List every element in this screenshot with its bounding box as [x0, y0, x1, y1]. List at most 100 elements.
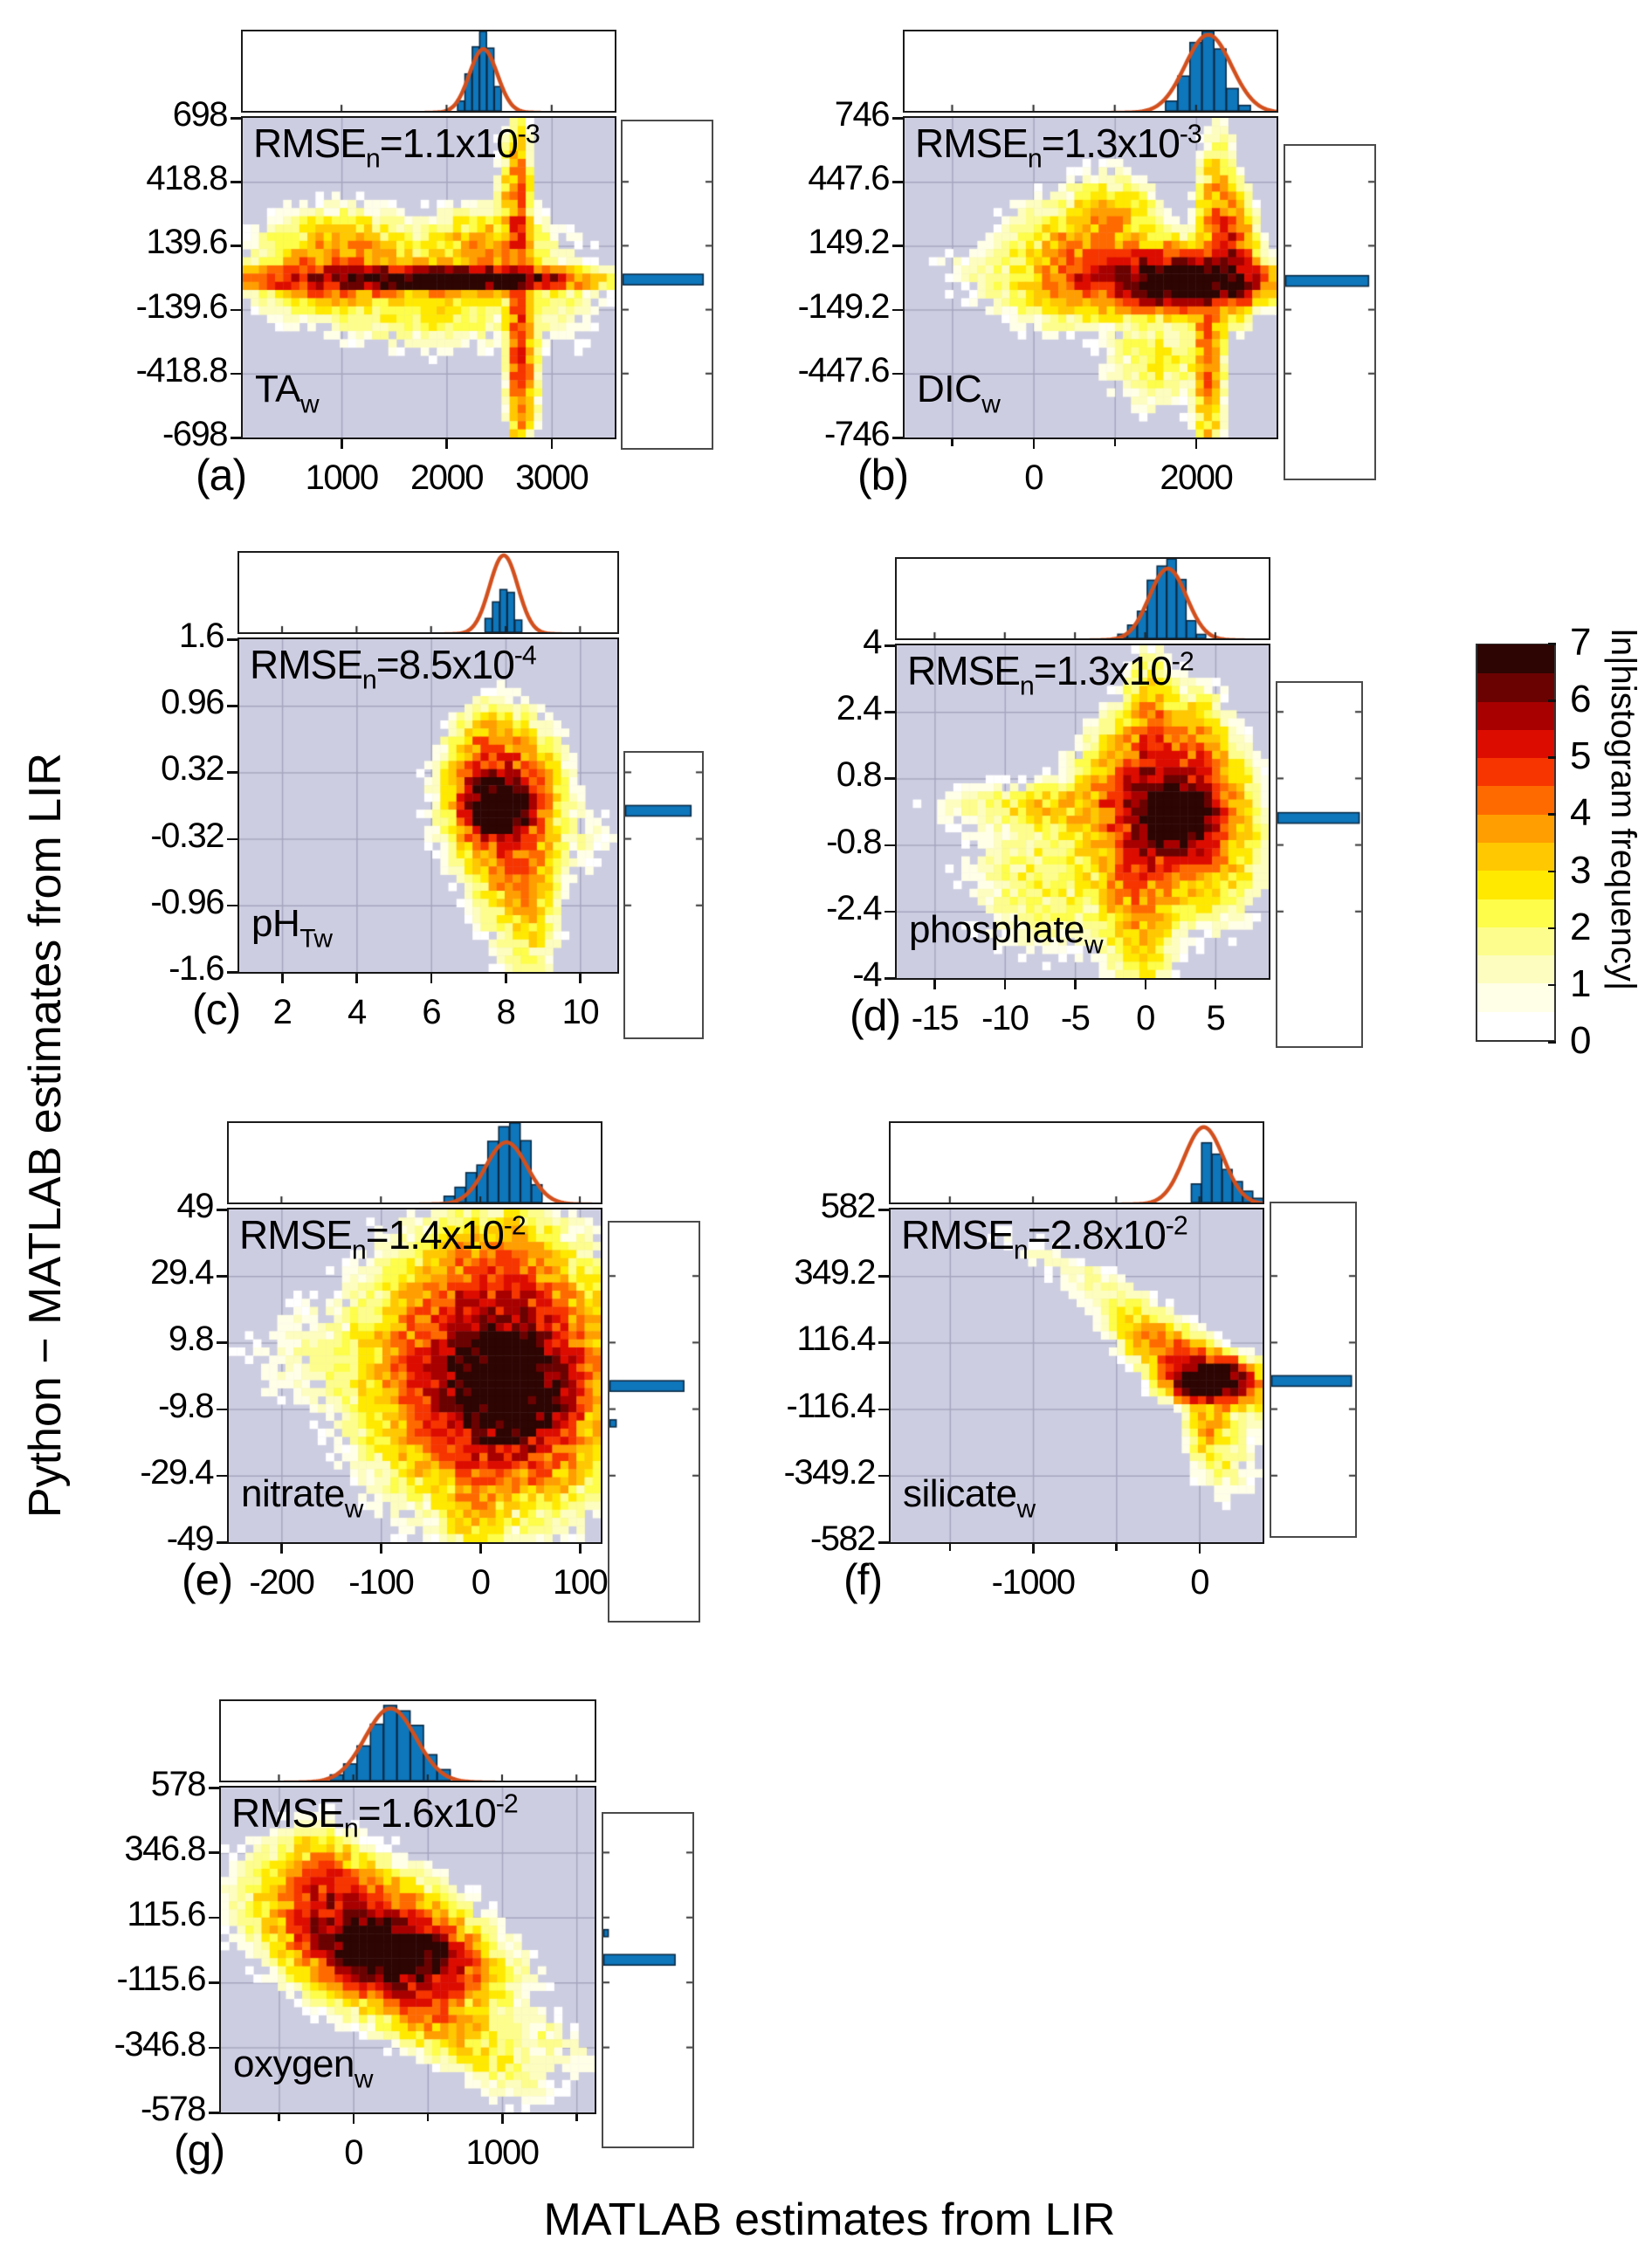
variable-label: DICw — [917, 368, 1001, 420]
x-tick-mark — [505, 974, 507, 983]
x-tick-label: 0 — [1136, 999, 1155, 1037]
variable-name: nitrate — [241, 1472, 345, 1515]
x-tick-label: 1000 — [305, 458, 379, 497]
rmse-annotation: RMSEn=8.5x10-4 — [250, 641, 537, 696]
y-tick-label: -29.4 — [140, 1452, 214, 1492]
y-tick-mark — [227, 971, 237, 974]
colorbar-tick-label: 6 — [1570, 678, 1592, 721]
right-marginal-histogram — [1276, 681, 1363, 1048]
y-tick-label: -139.6 — [135, 286, 229, 326]
rmse-annotation: RMSEn=1.3x10-2 — [907, 647, 1194, 702]
heatmap: RMSEn=8.5x10-4 pHTw — [237, 637, 619, 974]
x-minor-tick-mark — [575, 2114, 578, 2121]
top-histogram-canvas — [905, 31, 1277, 111]
x-tick-label: -10 — [981, 999, 1029, 1037]
y-tick-mark — [217, 1275, 227, 1278]
variable-name: phosphate — [909, 908, 1085, 951]
colorbar-segment — [1477, 700, 1554, 730]
rmse-annotation: RMSEn=1.3x10-3 — [915, 120, 1202, 175]
variable-label: pHTw — [251, 902, 333, 954]
y-tick-mark — [217, 1541, 227, 1544]
variable-subscript: w — [981, 389, 1001, 419]
y-tick-mark — [885, 777, 895, 780]
y-tick-mark — [217, 1341, 227, 1344]
colorbar-tick-mark — [1548, 1041, 1556, 1044]
colorbar-tick-label: 2 — [1570, 905, 1592, 948]
rmse-value: =8.5x10 — [375, 642, 515, 687]
variable-label: phosphatew — [909, 908, 1104, 961]
rmse-exponent: -2 — [495, 1789, 519, 1819]
rmse-value: =1.3x10 — [1041, 121, 1180, 166]
rmse-exponent: -2 — [1171, 647, 1194, 677]
y-tick-label: 0.96 — [161, 683, 224, 722]
rmse-annotation: RMSEn=1.6x10-2 — [231, 1789, 519, 1844]
x-tick-label: 2 — [272, 993, 293, 1031]
x-tick-label: 6 — [422, 993, 441, 1031]
right-marginal-histogram — [608, 1221, 700, 1623]
variable-label: silicatew — [903, 1472, 1036, 1525]
x-tick-label: 8 — [496, 993, 516, 1031]
y-tick-mark — [227, 837, 237, 841]
y-tick-label: -346.8 — [114, 2024, 207, 2064]
variable-subscript: w — [1016, 1494, 1036, 1524]
y-tick-mark — [885, 644, 895, 647]
y-tick-label: 349.2 — [794, 1253, 876, 1292]
rmse-exponent: -3 — [517, 120, 540, 149]
colorbar-tick-label: 1 — [1570, 961, 1592, 1005]
rmse-base: RMSE — [250, 642, 363, 687]
y-tick-label: 149.2 — [808, 223, 890, 262]
colorbar-tick-label: 0 — [1570, 1019, 1592, 1062]
y-tick-mark — [231, 117, 241, 120]
heatmap: RMSEn=1.3x10-2 phosphatew — [895, 644, 1270, 980]
top-marginal-histogram — [889, 1121, 1264, 1204]
rmse-base: RMSE — [253, 121, 367, 166]
x-tick-mark — [1144, 980, 1147, 989]
variable-subscript: w — [299, 389, 320, 419]
y-tick-label: 2.4 — [836, 689, 883, 728]
rmse-annotation: RMSEn=2.8x10-2 — [901, 1211, 1188, 1266]
y-tick-label: 746 — [834, 95, 891, 134]
heatmap-canvas — [905, 118, 1277, 438]
top-marginal-histogram — [219, 1699, 596, 1782]
y-tick-mark — [231, 308, 241, 312]
y-tick-mark — [231, 181, 241, 183]
y-tick-mark — [878, 1541, 889, 1544]
right-histogram-canvas — [609, 1223, 699, 1621]
variable-label: nitratew — [241, 1472, 363, 1525]
y-tick-mark — [217, 1408, 227, 1411]
y-tick-label: 578 — [150, 1765, 207, 1803]
rmse-exponent: -3 — [1179, 120, 1202, 149]
rmse-subscript: n — [1013, 1236, 1029, 1265]
colorbar-segment — [1477, 926, 1554, 956]
colorbar-tick-mark — [1548, 870, 1556, 873]
heatmap-canvas — [897, 645, 1269, 978]
colorbar-tick-mark — [1548, 927, 1556, 930]
y-tick-label: 139.6 — [146, 223, 228, 262]
rmse-base: RMSE — [239, 1212, 353, 1258]
x-tick-label: -100 — [348, 1563, 415, 1602]
colorbar-gradient — [1477, 644, 1554, 1040]
x-minor-tick-mark — [951, 439, 953, 446]
y-tick-mark — [892, 437, 903, 439]
colorbar-tick-mark — [1548, 983, 1556, 987]
y-tick-mark — [878, 1341, 889, 1344]
variable-name: TA — [255, 368, 300, 410]
heatmap: RMSEn=1.1x10-3 TAw — [241, 116, 616, 439]
y-tick-label: 4 — [863, 623, 882, 661]
x-tick-mark — [280, 1544, 283, 1554]
y-tick-label: -578 — [140, 2090, 207, 2128]
y-tick-label: -4 — [852, 955, 882, 994]
y-tick-label: 447.6 — [808, 159, 890, 198]
x-tick-mark — [281, 974, 284, 983]
colorbar-tick-mark — [1548, 643, 1556, 645]
x-tick-mark — [1074, 980, 1077, 989]
x-tick-label: -1000 — [991, 1563, 1076, 1602]
y-tick-label: 49 — [176, 1187, 215, 1225]
panel-letter: (f) — [843, 1555, 883, 1604]
x-tick-mark — [352, 2114, 355, 2124]
y-tick-label: -0.32 — [150, 816, 224, 855]
variable-subscript: w — [1084, 930, 1104, 960]
